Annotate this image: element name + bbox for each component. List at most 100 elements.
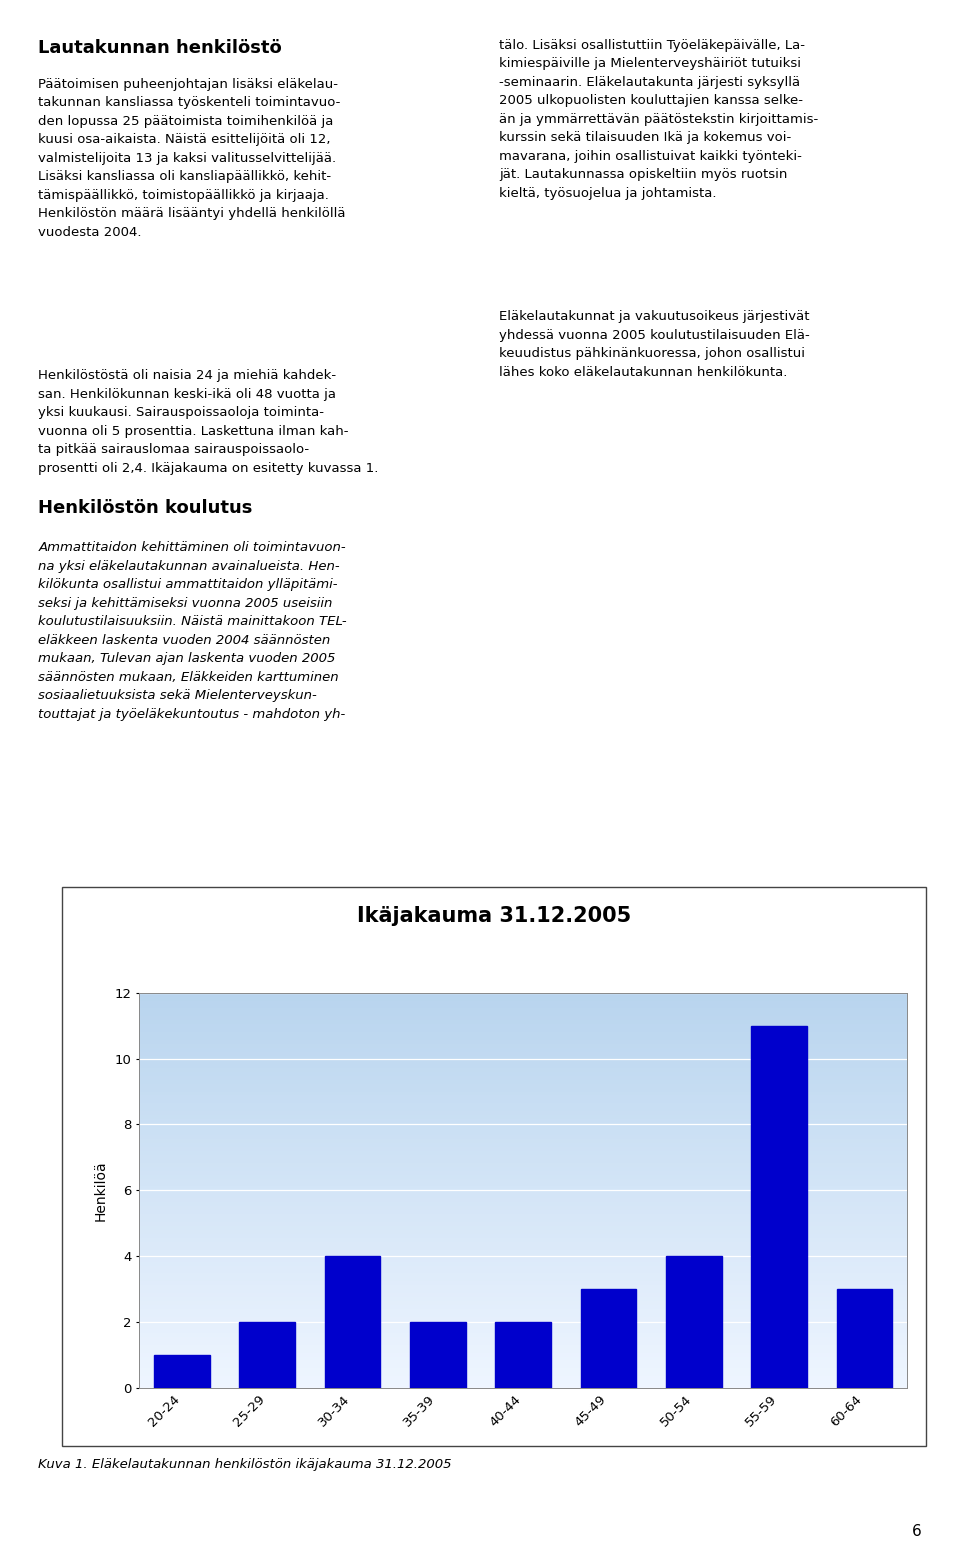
Bar (139, 1087, 907, 1092)
Bar (139, 1329, 907, 1332)
Bar (139, 1357, 907, 1360)
Bar (139, 1245, 907, 1250)
Y-axis label: Henkilöä: Henkilöä (94, 1160, 108, 1221)
Bar (139, 1112, 907, 1115)
Bar (139, 1146, 907, 1151)
Bar (410, 1321, 466, 1388)
Bar (139, 1304, 907, 1309)
Bar (139, 1207, 907, 1210)
Bar (139, 1182, 907, 1187)
Bar (139, 1340, 907, 1345)
Bar (139, 1360, 907, 1365)
Bar (495, 1321, 551, 1388)
Bar (139, 1238, 907, 1242)
Bar (139, 1202, 907, 1207)
Bar (139, 1036, 907, 1041)
Bar (139, 1230, 907, 1235)
Bar (139, 1159, 907, 1163)
Bar (581, 1289, 636, 1388)
Bar (139, 1368, 907, 1373)
Bar (666, 1256, 722, 1388)
Bar (139, 1143, 907, 1146)
Bar (139, 1289, 907, 1294)
Bar (139, 1286, 907, 1289)
Bar (139, 1325, 907, 1329)
Bar (139, 1171, 907, 1174)
Bar (139, 1092, 907, 1095)
Bar (139, 1100, 907, 1103)
Bar (139, 1214, 907, 1218)
Bar (239, 1321, 295, 1388)
Bar (139, 1138, 907, 1143)
Bar (139, 1273, 907, 1278)
Text: Eläkelautakunnat ja vakuutusoikeus järjestivät
yhdessä vuonna 2005 koulutustilai: Eläkelautakunnat ja vakuutusoikeus järje… (499, 310, 810, 378)
Bar (139, 1294, 907, 1297)
Text: tälo. Lisäksi osallistuttiin Työeläkepäivälle, La-
kimiespäiville ja Mielenterve: tälo. Lisäksi osallistuttiin Työeläkepäi… (499, 39, 819, 200)
Bar (139, 1131, 907, 1135)
Bar (139, 1123, 907, 1128)
Bar (837, 1289, 892, 1388)
Bar (139, 1179, 907, 1182)
Bar (139, 1021, 907, 1024)
Bar (139, 1135, 907, 1138)
Bar (139, 1332, 907, 1337)
Bar (139, 1064, 907, 1067)
Bar (139, 1365, 907, 1368)
Bar (139, 1013, 907, 1016)
Bar (139, 1309, 907, 1314)
Bar (139, 1266, 907, 1269)
Bar (139, 1242, 907, 1245)
Bar (139, 1166, 907, 1171)
Bar (139, 1187, 907, 1191)
Bar (139, 1052, 907, 1056)
Bar (139, 1321, 907, 1325)
Bar (139, 1067, 907, 1072)
Bar (139, 1115, 907, 1120)
Bar (139, 1048, 907, 1052)
Bar (139, 1095, 907, 1100)
Bar (324, 1256, 380, 1388)
Text: Henkilöstön koulutus: Henkilöstön koulutus (38, 499, 252, 518)
Bar (139, 1337, 907, 1340)
Bar (139, 1235, 907, 1238)
Text: Kuva 1. Eläkelautakunnan henkilöstön ikäjakauma 31.12.2005: Kuva 1. Eläkelautakunnan henkilöstön ikä… (38, 1458, 452, 1470)
Text: Henkilöstöstä oli naisia 24 ja miehiä kahdek-
san. Henkilökunnan keski-ikä oli 4: Henkilöstöstä oli naisia 24 ja miehiä ka… (38, 369, 379, 475)
Bar (139, 993, 907, 997)
Bar (139, 1348, 907, 1352)
Bar (139, 1103, 907, 1107)
Bar (139, 1028, 907, 1033)
Bar (139, 1258, 907, 1261)
Bar (139, 1005, 907, 1008)
Bar (752, 1025, 807, 1388)
Bar (139, 1380, 907, 1383)
Bar (139, 1044, 907, 1048)
Bar (139, 1079, 907, 1084)
Bar (139, 1194, 907, 1199)
Bar (139, 1250, 907, 1253)
Bar (139, 1225, 907, 1230)
Bar (139, 1373, 907, 1376)
Bar (139, 1128, 907, 1131)
Bar (139, 1155, 907, 1159)
Bar (139, 1278, 907, 1281)
Bar (139, 1297, 907, 1301)
Bar (139, 1210, 907, 1214)
Bar (139, 1269, 907, 1273)
Bar (139, 1000, 907, 1005)
Bar (139, 1072, 907, 1076)
Bar (139, 1314, 907, 1317)
Text: Ikäjakauma 31.12.2005: Ikäjakauma 31.12.2005 (357, 906, 632, 926)
Bar (139, 1059, 907, 1064)
Bar (139, 1107, 907, 1112)
Bar (139, 1024, 907, 1028)
Bar (139, 1352, 907, 1357)
Bar (139, 1191, 907, 1194)
Bar (139, 1261, 907, 1266)
Bar (139, 1120, 907, 1123)
Bar (139, 1076, 907, 1079)
Bar (155, 1356, 209, 1388)
Bar (139, 1008, 907, 1013)
Bar (139, 1281, 907, 1286)
Bar (139, 1041, 907, 1044)
Text: Lautakunnan henkilöstö: Lautakunnan henkilöstö (38, 39, 282, 57)
